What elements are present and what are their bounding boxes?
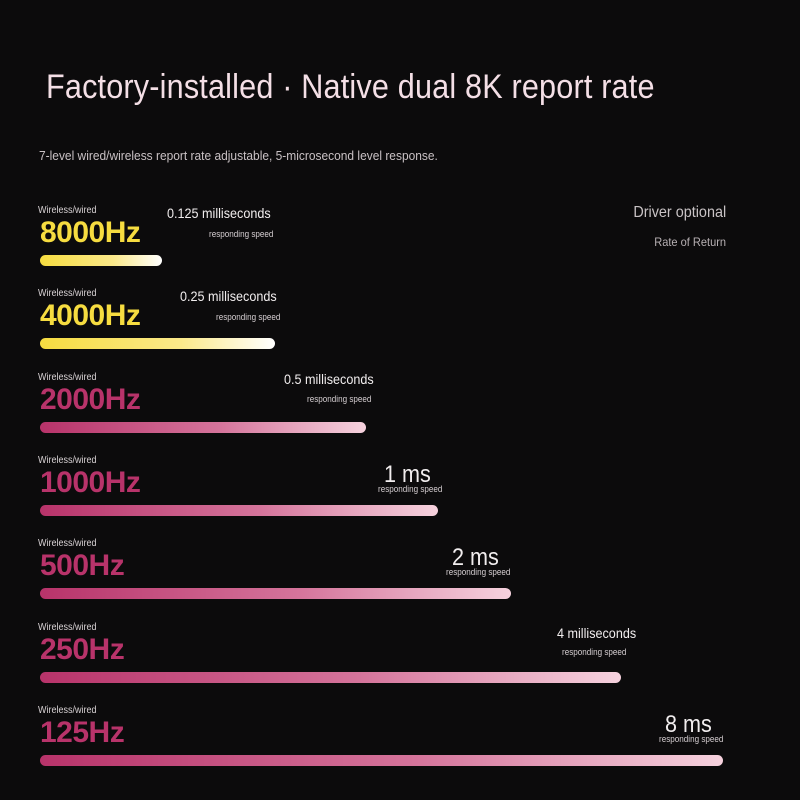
response-time-value: 8 ms [665,710,712,738]
frequency-label: 250Hz [40,632,125,666]
response-time-value: 4 milliseconds [557,624,637,641]
rate-bar [40,421,366,433]
mode-label: Wireless/wired [38,621,97,633]
mode-label: Wireless/wired [38,371,97,383]
responding-speed-label: responding speed [216,312,281,323]
frequency-label: 1000Hz [40,465,141,499]
rate-bar [40,754,723,766]
responding-speed-label: responding speed [307,393,372,404]
rate-bar [40,504,438,516]
response-time-value: 2 ms [452,544,499,572]
response-time-value: 1 ms [384,460,431,488]
rate-bar [40,671,621,683]
frequency-label: 500Hz [40,549,125,583]
response-time-value: 0.125 milliseconds [167,205,271,221]
frequency-label: 125Hz [40,715,125,749]
rate-bar [40,588,511,600]
responding-speed-label: responding speed [562,646,627,657]
responding-speed-label: responding speed [446,567,511,578]
frequency-label: 2000Hz [40,382,141,416]
frequency-label: 8000Hz [40,216,141,249]
page-subtitle: 7-level wired/wireless report rate adjus… [39,148,438,163]
rate-bar [40,255,162,266]
mode-label: Wireless/wired [38,454,97,466]
response-time-value: 0.5 milliseconds [284,370,374,387]
mode-label: Wireless/wired [38,288,97,300]
page-title: Factory-installed · Native dual 8K repor… [46,68,655,106]
mode-label: Wireless/wired [38,704,97,716]
frequency-label: 4000Hz [40,299,141,333]
driver-optional-label: Driver optional [633,204,726,221]
responding-speed-label: responding speed [378,483,443,494]
response-time-value: 0.25 milliseconds [180,288,277,305]
rate-bar [40,338,275,350]
mode-label: Wireless/wired [38,205,97,216]
mode-label: Wireless/wired [38,538,97,550]
rate-of-return-label: Rate of Return [654,235,726,249]
responding-speed-label: responding speed [209,229,274,239]
responding-speed-label: responding speed [659,733,724,744]
